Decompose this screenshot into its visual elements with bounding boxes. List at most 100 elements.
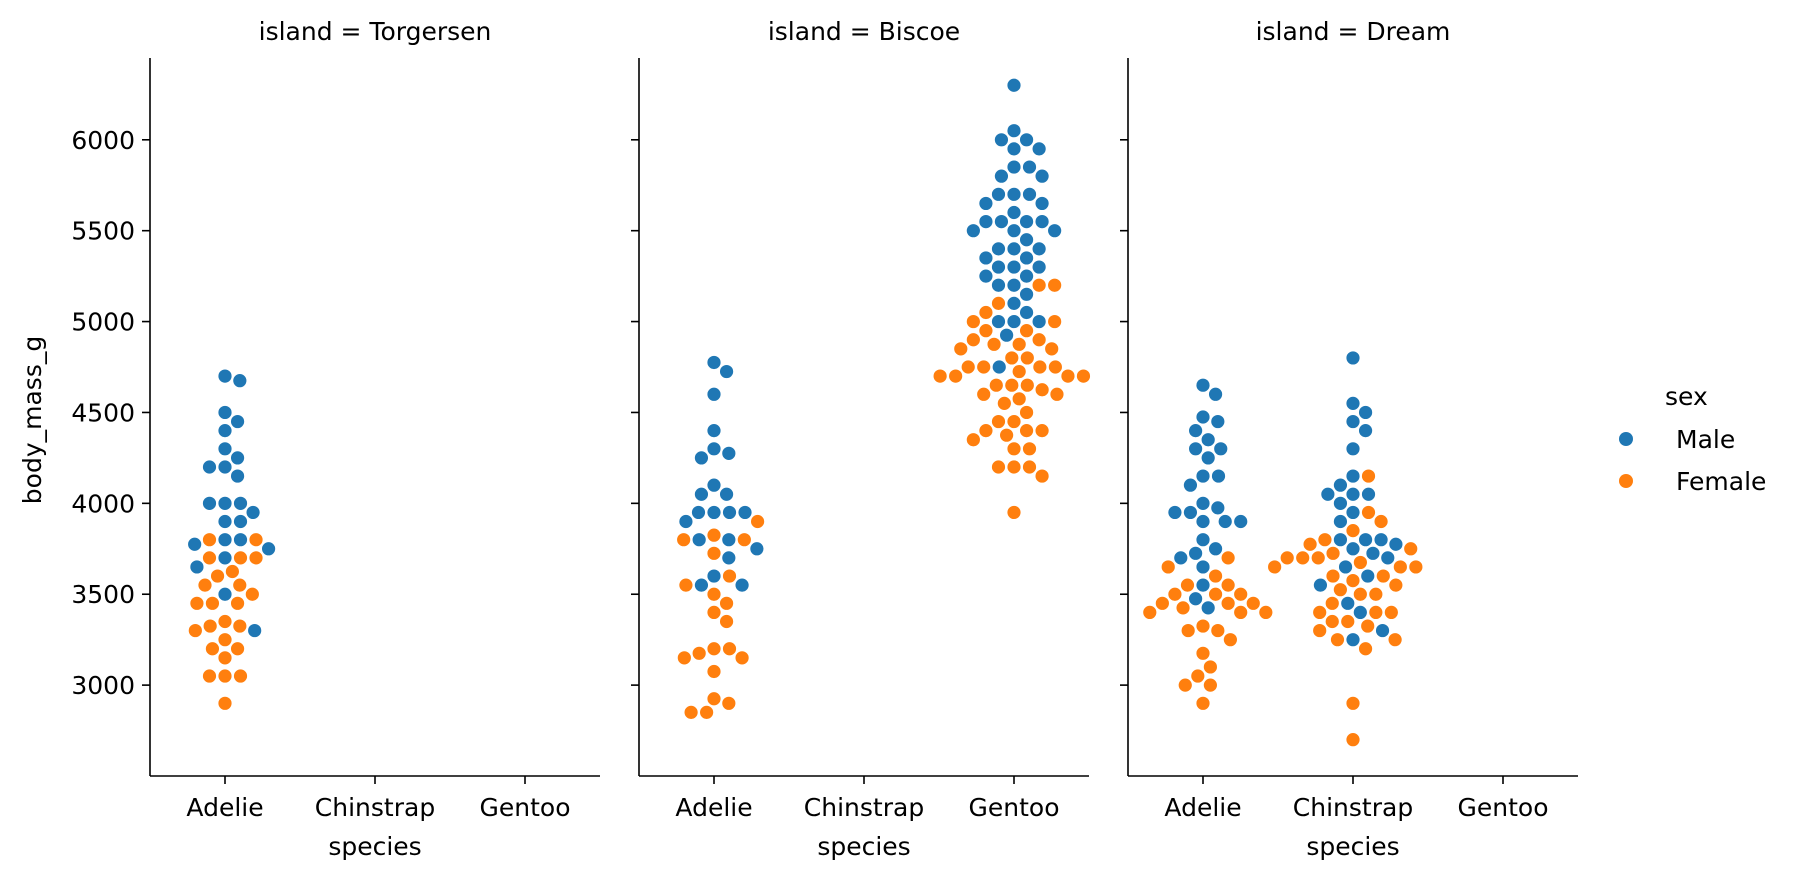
data-point-female xyxy=(1245,595,1261,611)
data-point-male xyxy=(1361,486,1376,502)
data-point-male xyxy=(1208,541,1223,557)
data-point-male xyxy=(1200,600,1216,616)
data-point-female xyxy=(722,641,737,657)
data-point-female xyxy=(734,650,750,666)
data-point-female xyxy=(202,532,217,548)
data-point-female xyxy=(699,704,715,720)
data-point-male xyxy=(1031,314,1047,329)
data-point-female xyxy=(991,459,1006,475)
data-point-female xyxy=(1345,695,1361,711)
data-point-female xyxy=(1387,632,1403,648)
data-point-male xyxy=(233,532,248,548)
data-point-female xyxy=(1208,586,1223,602)
y-tick-label: 5000 xyxy=(71,308,135,337)
data-point-female xyxy=(965,314,981,329)
data-point-female xyxy=(1325,568,1341,584)
data-point-female xyxy=(232,618,248,634)
data-point-male xyxy=(1345,632,1361,648)
data-point-female xyxy=(965,432,981,448)
data-point-male xyxy=(1195,409,1211,425)
data-point-female xyxy=(1154,595,1170,611)
data-point-female xyxy=(1011,391,1027,407)
data-point-male xyxy=(1360,568,1376,584)
data-point-male xyxy=(1333,514,1348,529)
data-point-female xyxy=(750,514,765,529)
data-point-male xyxy=(994,214,1009,229)
data-point-male xyxy=(1233,514,1249,529)
data-point-female xyxy=(991,295,1006,311)
data-point-male xyxy=(1031,259,1047,275)
data-point-female xyxy=(719,595,734,611)
legend-marker-male xyxy=(1619,432,1633,446)
data-point-female xyxy=(248,550,264,566)
data-point-female xyxy=(1310,550,1326,566)
facet-panel-biscoe: island = Biscoe Adelie Chinstrap Gentoo spec… xyxy=(631,17,1091,861)
facet-panel-torgersen: island = Torgersen 3000 3500 4000 4500 5000 55… xyxy=(71,17,600,861)
data-point-male xyxy=(1208,386,1223,402)
data-point-female xyxy=(205,641,220,657)
data-point-female xyxy=(1233,586,1249,602)
facet-title: island = Dream xyxy=(1256,17,1451,46)
data-point-female xyxy=(1388,577,1404,593)
facet-title: island = Torgersen xyxy=(259,17,492,46)
data-point-male xyxy=(991,359,1007,375)
data-point-female xyxy=(1360,618,1376,634)
data-point-female xyxy=(706,527,722,543)
data-point-female xyxy=(978,323,994,339)
data-point-male xyxy=(217,586,233,602)
legend-marker-female xyxy=(1619,474,1633,488)
data-point-male xyxy=(217,441,233,457)
data-point-female xyxy=(1340,614,1356,629)
data-point-female xyxy=(1019,423,1034,439)
data-point-female xyxy=(1332,582,1348,598)
data-point-male xyxy=(1313,577,1328,593)
data-point-female xyxy=(1267,559,1283,575)
data-point-female xyxy=(1220,595,1236,611)
data-point-female xyxy=(1047,277,1063,293)
data-point-male xyxy=(1173,550,1189,566)
data-point-male xyxy=(1345,414,1361,429)
data-point-female xyxy=(210,568,225,584)
data-point-female xyxy=(978,423,994,439)
data-point-male xyxy=(678,514,694,529)
data-point-female xyxy=(1006,459,1022,475)
data-point-female xyxy=(248,532,264,548)
data-point-female xyxy=(1047,359,1063,375)
data-point-female xyxy=(999,427,1015,443)
data-point-female xyxy=(244,586,260,602)
data-point-female xyxy=(1358,641,1373,657)
data-point-male xyxy=(1031,141,1047,157)
data-point-male xyxy=(1373,532,1389,548)
data-point-female xyxy=(706,605,722,620)
data-point-male xyxy=(1006,223,1022,239)
data-point-male xyxy=(994,168,1009,184)
data-point-male xyxy=(1211,468,1226,484)
data-point-female xyxy=(1031,332,1047,348)
data-point-male xyxy=(991,277,1006,293)
data-point-male xyxy=(1006,186,1022,202)
data-point-female xyxy=(1233,605,1249,620)
data-point-male xyxy=(1213,441,1229,457)
data-point-male xyxy=(721,532,737,548)
data-point-male xyxy=(187,536,203,552)
data-point-male xyxy=(1019,232,1034,248)
data-point-male xyxy=(1195,377,1211,393)
data-point-female xyxy=(1044,341,1060,357)
data-point-female xyxy=(1049,386,1065,402)
data-point-male xyxy=(706,423,722,439)
data-point-male xyxy=(233,495,248,511)
data-point-male xyxy=(1183,477,1198,493)
data-point-male xyxy=(991,314,1006,329)
data-point-male xyxy=(189,559,205,575)
x-tick-label: Adelie xyxy=(186,793,263,822)
data-point-male xyxy=(978,214,994,229)
data-point-male xyxy=(230,414,245,429)
y-tick-label: 4500 xyxy=(71,398,135,427)
data-point-female xyxy=(676,532,692,548)
data-point-male xyxy=(991,259,1006,275)
data-point-male xyxy=(217,495,233,511)
data-point-female xyxy=(960,359,976,375)
data-point-female xyxy=(202,668,217,684)
data-point-male xyxy=(1022,159,1037,175)
data-point-male xyxy=(1006,295,1022,311)
